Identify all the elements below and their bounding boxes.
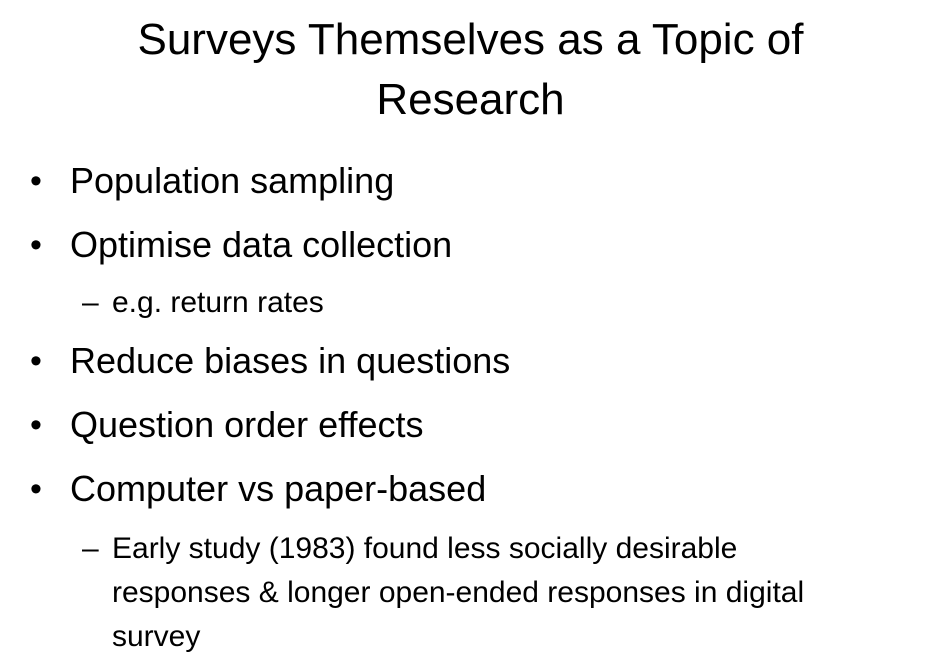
bullet-dot-icon: •: [30, 470, 42, 508]
dash-icon: –: [82, 532, 99, 565]
bullet-dot-icon: •: [30, 342, 42, 380]
bullet-text: Reduce biases in questions: [70, 340, 511, 381]
bullet-dot-icon: •: [30, 406, 42, 444]
bullet-text: Optimise data collection: [70, 224, 453, 265]
dash-icon: –: [82, 286, 99, 319]
bullet-dot-icon: •: [30, 162, 42, 200]
sub-bullet-text: Early study (1983) found less socially d…: [112, 532, 805, 653]
sub-bullet-text: e.g. return rates: [112, 286, 324, 319]
bullet-text: Population sampling: [70, 160, 395, 201]
bullet-dot-icon: •: [30, 226, 42, 264]
slide-title: Surveys Themselves as a Topic of Researc…: [137, 15, 804, 124]
bullet-text: Computer vs paper-based: [70, 468, 487, 509]
bullet-text: Question order effects: [70, 404, 424, 445]
